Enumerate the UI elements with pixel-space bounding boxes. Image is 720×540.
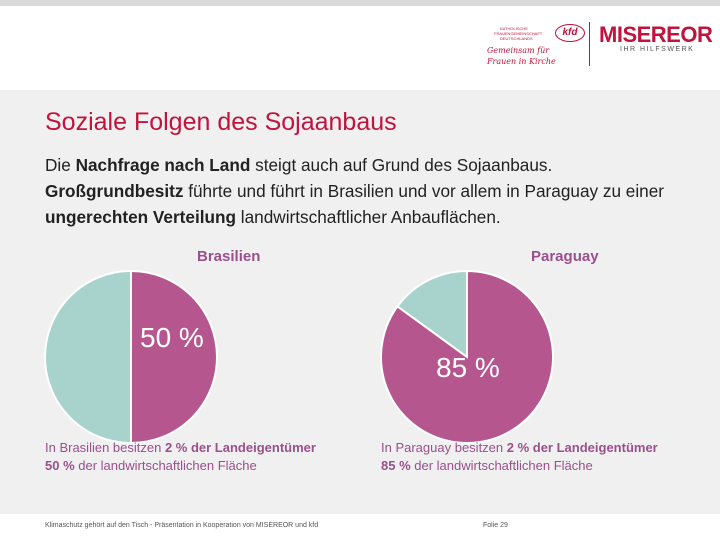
caption-paraguay-line1: In Paraguay besitzen (381, 440, 507, 455)
top-bar (0, 0, 720, 6)
caption-brasilien-line1-bold: 2 % der Landeigentümer (164, 440, 316, 455)
caption-paraguay: In Paraguay besitzen 2 % der Landeigentü… (381, 439, 658, 475)
slide-body: Die Nachfrage nach Land steigt auch auf … (45, 152, 685, 230)
kfd-badge: kfd (555, 24, 585, 42)
kfd-line-3: DEUTSCHLANDS (500, 36, 533, 41)
body-bold-3: ungerechten Verteilung (45, 207, 237, 227)
slide-footer (0, 514, 720, 540)
caption-paraguay-value: 85 % (381, 458, 411, 473)
caption-paraguay-line2: der landwirtschaftlichen Fläche (410, 458, 593, 473)
pie-slice-main-brasilien (130, 270, 218, 444)
pie-slice-main-paraguay (380, 270, 554, 444)
body-text-2: steigt auch auf Grund des Sojaanbaus. (250, 155, 553, 175)
chart-title-brasilien: Brasilien (197, 248, 261, 265)
kfd-script-2: Frauen in Kirche (487, 57, 556, 66)
chart-title-paraguay: Paraguay (531, 248, 599, 265)
slide-number: Folie 29 (483, 522, 508, 529)
data-label-paraguay: 85 % (436, 352, 500, 383)
caption-brasilien-line1: In Brasilien besitzen (45, 440, 165, 455)
data-label-brasilien: 50 % (140, 322, 204, 353)
body-bold-1: Nachfrage nach Land (75, 155, 251, 175)
body-text-1: Die (45, 155, 76, 175)
kfd-line-2: FRAUENGEMEINSCHAFT (494, 31, 543, 36)
slide-title: Soziale Folgen des Sojaanbaus (45, 108, 397, 136)
body-text-3: führte und führt in Brasilien und vor al… (183, 181, 665, 201)
pie-chart-brasilien (44, 270, 218, 444)
pie-slice-rest-brasilien (44, 270, 132, 444)
caption-brasilien-line2: der landwirtschaftlichen Fläche (74, 458, 257, 473)
body-bold-2: Großgrundbesitz (45, 181, 184, 201)
misereor-subtitle: IHR HILFSWERK (620, 46, 695, 53)
kfd-script-1: Gemeinsam für (487, 46, 550, 55)
body-text-4: landwirtschaftlicher Anbauflächen. (236, 207, 501, 227)
misereor-logo: MISEREOR (599, 22, 713, 47)
footer-text: Klimaschutz gehört auf den Tisch - Präse… (45, 522, 319, 529)
pie-slice-rest-paraguay (396, 270, 468, 359)
slide-header (0, 6, 720, 90)
caption-brasilien: In Brasilien besitzen 2 % der Landeigent… (45, 439, 316, 475)
caption-brasilien-value: 50 % (45, 458, 75, 473)
logo-divider (589, 22, 590, 66)
kfd-line-1: KATHOLISCHE (500, 26, 528, 31)
pie-chart-paraguay (380, 270, 554, 444)
caption-paraguay-line1-bold: 2 % der Landeigentümer (506, 440, 658, 455)
